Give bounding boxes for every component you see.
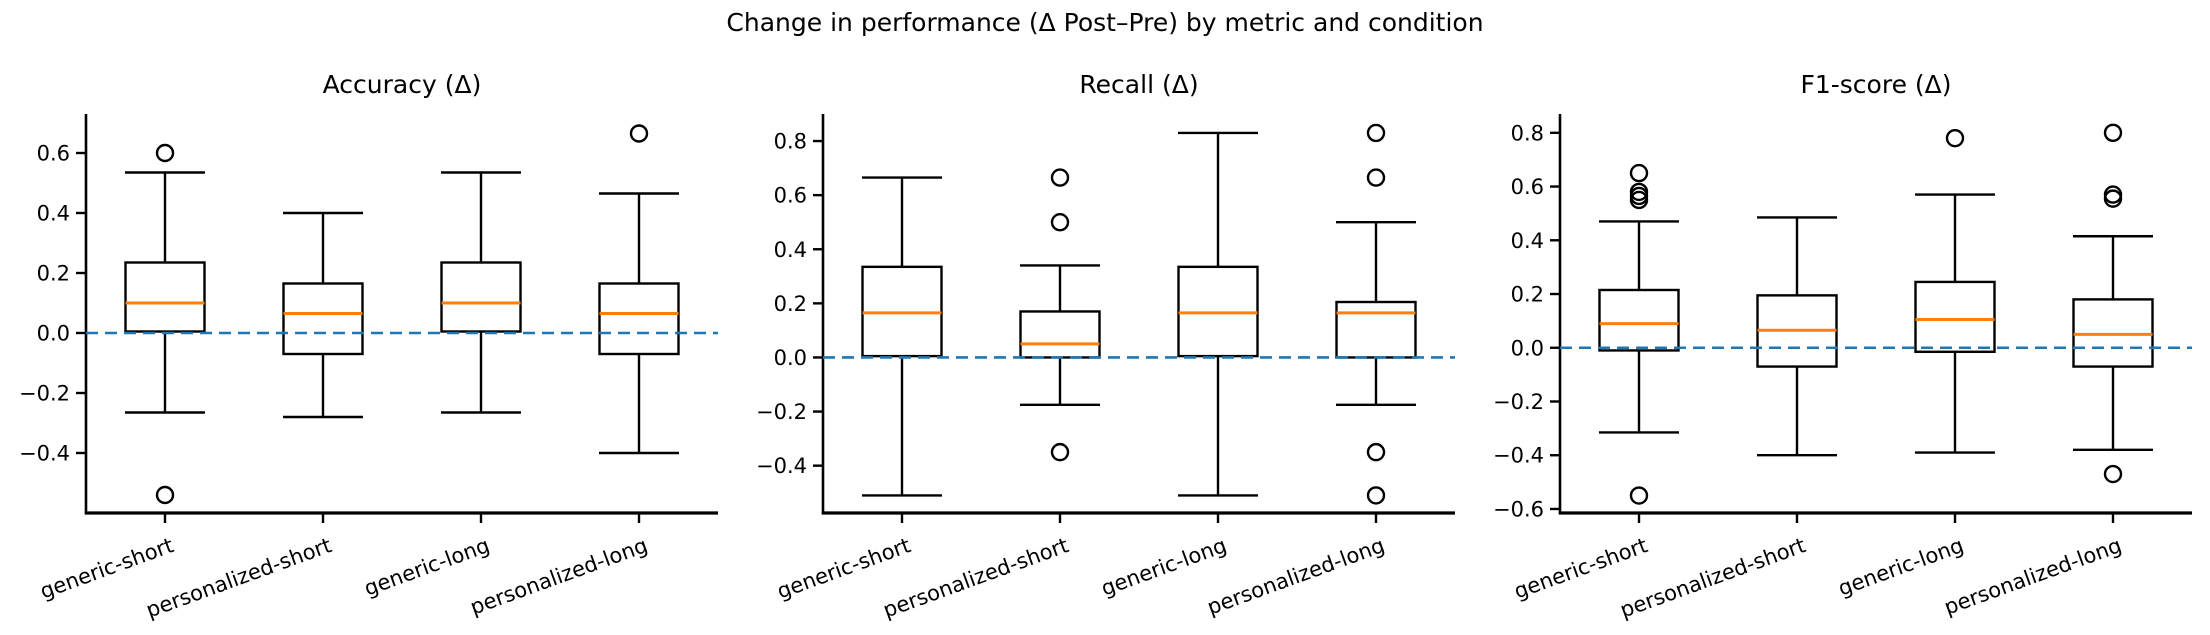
y-tick-label: 0.4 <box>774 238 807 262</box>
outlier-point <box>155 485 175 505</box>
y-tick-label: 0.8 <box>1511 121 1544 145</box>
x-tick-label: generic-long <box>1098 533 1230 600</box>
outlier-point <box>1050 213 1070 232</box>
box-personalized-short <box>282 211 364 419</box>
iqr-box <box>598 282 680 356</box>
y-tick-label: 0.8 <box>774 130 807 154</box>
y-tick-label: 0.6 <box>37 142 70 166</box>
outlier-point <box>1050 442 1070 462</box>
x-tick-label: generic-long <box>361 533 493 600</box>
figure-title: Change in performance (Δ Post–Pre) by me… <box>726 8 1484 37</box>
outlier-point <box>1945 128 1965 148</box>
outlier-point <box>2103 123 2123 143</box>
outlier-point <box>1366 168 1386 187</box>
box-generic-long <box>440 171 522 414</box>
y-tick-label: 0.2 <box>37 262 70 286</box>
y-tick-label: −0.2 <box>756 400 807 424</box>
outlier-point <box>2103 464 2123 484</box>
box-personalized-long <box>2072 123 2154 484</box>
outlier-point <box>2103 189 2123 208</box>
x-tick-label: generic-short <box>774 533 914 603</box>
subplot-f1-score: 0.8 0.6 0.4 0.2 0.0 −0.2 −0.4 −0.6 generic-short… <box>1493 114 2192 623</box>
y-tick-label: −0.4 <box>1493 444 1544 468</box>
subplot-recall: 0.8 0.6 0.4 0.2 0.0 −0.2 −0.4 generic-short pers… <box>756 114 1455 623</box>
iqr-box <box>124 261 206 333</box>
outlier-point <box>1050 168 1070 187</box>
x-tick-label: personalized-long <box>1941 533 2125 619</box>
box-generic-short <box>861 176 943 497</box>
iqr-box <box>1335 300 1417 359</box>
box-generic-long <box>1914 128 1996 454</box>
y-tick-label: −0.2 <box>19 382 70 406</box>
y-tick-label: 0.2 <box>774 292 807 316</box>
box-generic-short <box>124 143 206 505</box>
x-tick-label: generic-short <box>37 533 177 603</box>
x-tick-label: generic-long <box>1835 533 1967 600</box>
outlier-point <box>155 143 175 163</box>
y-tick-label: 0.6 <box>774 184 807 208</box>
outlier-point <box>1366 486 1386 505</box>
y-tick-label: 0.2 <box>1511 283 1544 307</box>
subplot-accuracy: 0.6 0.4 0.2 0.0 −0.2 −0.4 generic-short persona… <box>19 114 718 623</box>
iqr-box <box>1019 310 1101 359</box>
y-tick-label: 0.4 <box>37 202 70 226</box>
box-generic-long <box>1177 131 1259 497</box>
x-tick-label: personalized-long <box>467 533 651 619</box>
y-tick-label: −0.2 <box>1493 390 1544 414</box>
subplot-title-recall: Recall (Δ) <box>1079 70 1199 99</box>
y-tick-label: 0.0 <box>774 346 807 370</box>
box-personalized-short <box>1019 168 1101 462</box>
subplot-title-accuracy: Accuracy (Δ) <box>322 70 482 99</box>
iqr-box <box>1914 280 1996 353</box>
outlier-point <box>1629 486 1649 505</box>
subplot-title-f1-score: F1-score (Δ) <box>1800 70 1952 99</box>
outlier-point <box>1366 442 1386 462</box>
x-tick-label: generic-short <box>1511 533 1651 603</box>
box-personalized-short <box>1756 216 1838 457</box>
outlier-point <box>629 124 649 143</box>
box-personalized-long <box>598 124 680 455</box>
y-tick-label: −0.4 <box>756 454 807 478</box>
iqr-box <box>1598 288 1680 352</box>
x-tick-label: personalized-long <box>1204 533 1388 619</box>
y-tick-label: 0.0 <box>37 322 70 346</box>
outlier-point <box>1629 190 1649 210</box>
y-tick-label: −0.4 <box>19 442 70 466</box>
outlier-point <box>1629 163 1649 183</box>
outlier-point <box>1366 123 1386 143</box>
y-tick-label: 0.4 <box>1511 229 1544 253</box>
iqr-box <box>282 282 364 356</box>
y-tick-label: 0.0 <box>1511 336 1544 360</box>
box-personalized-long <box>1335 123 1417 505</box>
iqr-box <box>440 261 522 333</box>
box-generic-short <box>1598 163 1680 505</box>
y-tick-label: 0.6 <box>1511 175 1544 199</box>
y-tick-label: −0.6 <box>1493 497 1544 521</box>
